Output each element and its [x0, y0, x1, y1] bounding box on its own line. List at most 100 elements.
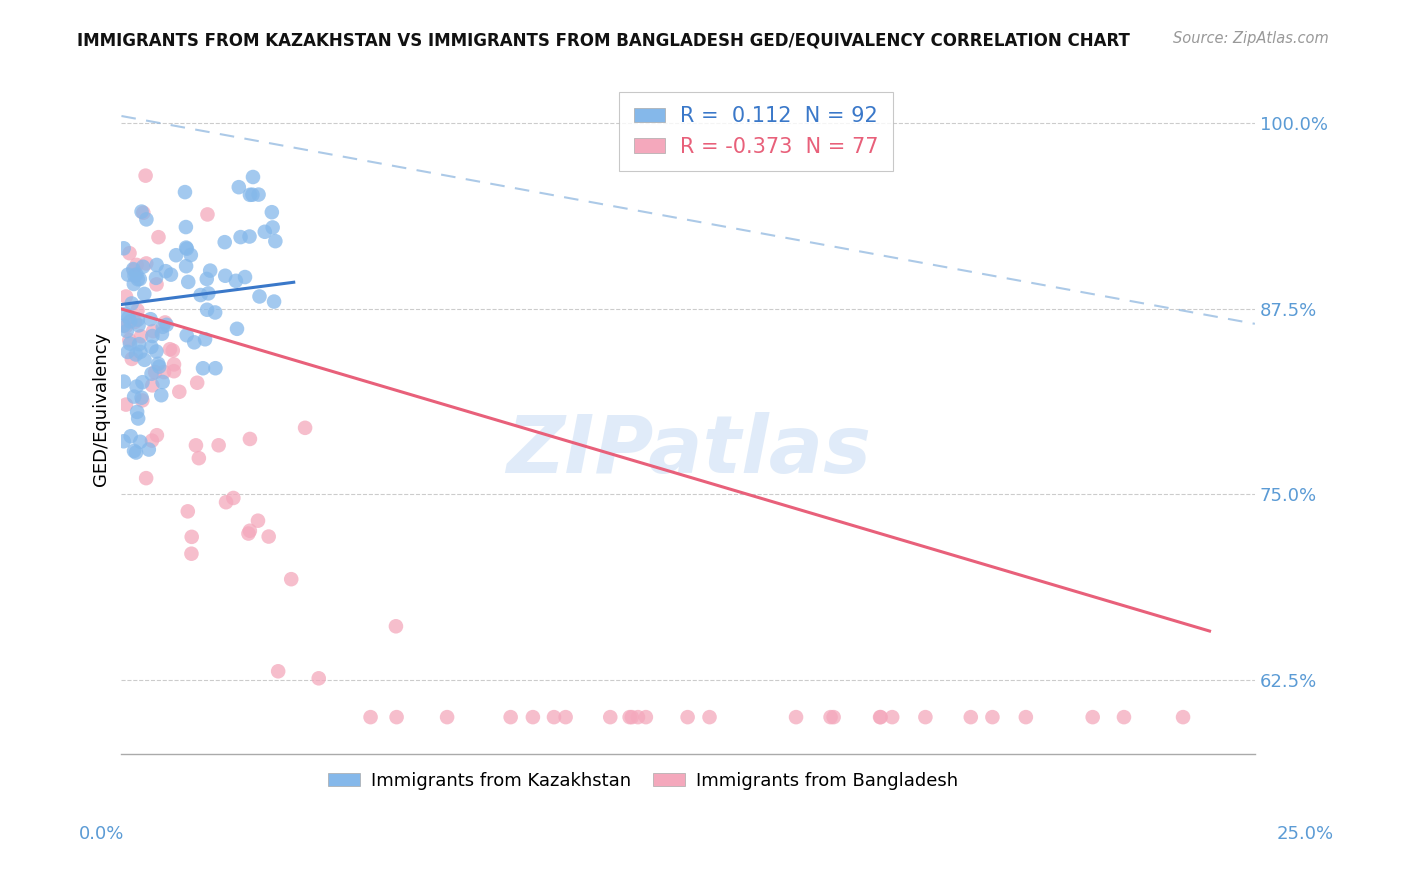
Point: [152, 319, 174, 334]
Point: [238, 526, 260, 541]
Point: [1112, 710, 1135, 724]
Point: [174, 259, 197, 273]
Point: [522, 710, 544, 724]
Point: [191, 361, 214, 376]
Point: [125, 258, 148, 272]
Point: [959, 710, 981, 724]
Point: [128, 272, 150, 286]
Point: [177, 504, 200, 518]
Point: [554, 710, 576, 724]
Text: 0.0%: 0.0%: [79, 825, 124, 843]
Point: [148, 357, 170, 371]
Point: [129, 434, 152, 449]
Point: [225, 274, 247, 288]
Point: [127, 272, 149, 286]
Point: [138, 442, 160, 457]
Point: [174, 241, 197, 255]
Point: [174, 185, 197, 199]
Point: [543, 710, 565, 724]
Point: [141, 340, 163, 354]
Point: [141, 329, 163, 343]
Point: [280, 572, 302, 586]
Point: [117, 345, 139, 359]
Legend: Immigrants from Kazakhstan, Immigrants from Bangladesh: Immigrants from Kazakhstan, Immigrants f…: [321, 764, 966, 797]
Point: [122, 390, 145, 404]
Point: [180, 530, 202, 544]
Point: [127, 405, 149, 419]
Point: [195, 302, 218, 317]
Point: [262, 220, 284, 235]
Text: IMMIGRANTS FROM KAZAKHSTAN VS IMMIGRANTS FROM BANGLADESH GED/EQUIVALENCY CORRELA: IMMIGRANTS FROM KAZAKHSTAN VS IMMIGRANTS…: [77, 31, 1130, 49]
Point: [914, 710, 936, 724]
Point: [145, 277, 167, 292]
Point: [267, 665, 290, 679]
Point: [186, 376, 208, 390]
Point: [118, 336, 141, 351]
Text: Source: ZipAtlas.com: Source: ZipAtlas.com: [1173, 31, 1329, 46]
Point: [226, 322, 249, 336]
Point: [233, 270, 256, 285]
Point: [132, 260, 155, 274]
Point: [115, 398, 138, 412]
Point: [260, 205, 283, 219]
Point: [214, 268, 236, 283]
Point: [143, 365, 166, 379]
Point: [197, 207, 219, 221]
Point: [699, 710, 721, 724]
Point: [135, 471, 157, 485]
Point: [128, 337, 150, 351]
Point: [253, 225, 276, 239]
Point: [204, 305, 226, 319]
Point: [183, 335, 205, 350]
Point: [135, 256, 157, 270]
Point: [1015, 710, 1038, 724]
Point: [385, 710, 408, 724]
Point: [150, 388, 173, 402]
Point: [142, 324, 165, 338]
Point: [112, 434, 135, 449]
Point: [117, 310, 139, 325]
Point: [360, 710, 382, 724]
Point: [115, 324, 138, 338]
Point: [131, 391, 153, 405]
Point: [122, 277, 145, 291]
Point: [198, 263, 221, 277]
Point: [264, 234, 287, 248]
Point: [135, 169, 157, 183]
Point: [436, 710, 458, 724]
Point: [195, 272, 218, 286]
Point: [187, 451, 209, 466]
Point: [135, 212, 157, 227]
Point: [150, 326, 173, 341]
Point: [118, 246, 141, 260]
Point: [153, 315, 176, 329]
Point: [247, 187, 270, 202]
Point: [125, 379, 148, 393]
Point: [122, 262, 145, 277]
Point: [385, 619, 408, 633]
Point: [125, 347, 148, 361]
Point: [131, 393, 153, 408]
Point: [263, 294, 285, 309]
Point: [1081, 710, 1104, 724]
Point: [127, 312, 149, 326]
Point: [820, 710, 842, 724]
Point: [499, 710, 522, 724]
Point: [163, 364, 186, 378]
Point: [163, 358, 186, 372]
Point: [112, 375, 135, 389]
Point: [257, 530, 280, 544]
Point: [118, 333, 141, 347]
Point: [190, 288, 212, 302]
Point: [112, 318, 135, 333]
Point: [120, 429, 142, 443]
Point: [132, 206, 155, 220]
Point: [599, 710, 621, 724]
Point: [174, 220, 197, 235]
Point: [177, 275, 200, 289]
Text: ZIPatlas: ZIPatlas: [506, 411, 870, 490]
Point: [145, 258, 167, 272]
Point: [124, 315, 146, 329]
Point: [129, 345, 152, 359]
Point: [128, 318, 150, 333]
